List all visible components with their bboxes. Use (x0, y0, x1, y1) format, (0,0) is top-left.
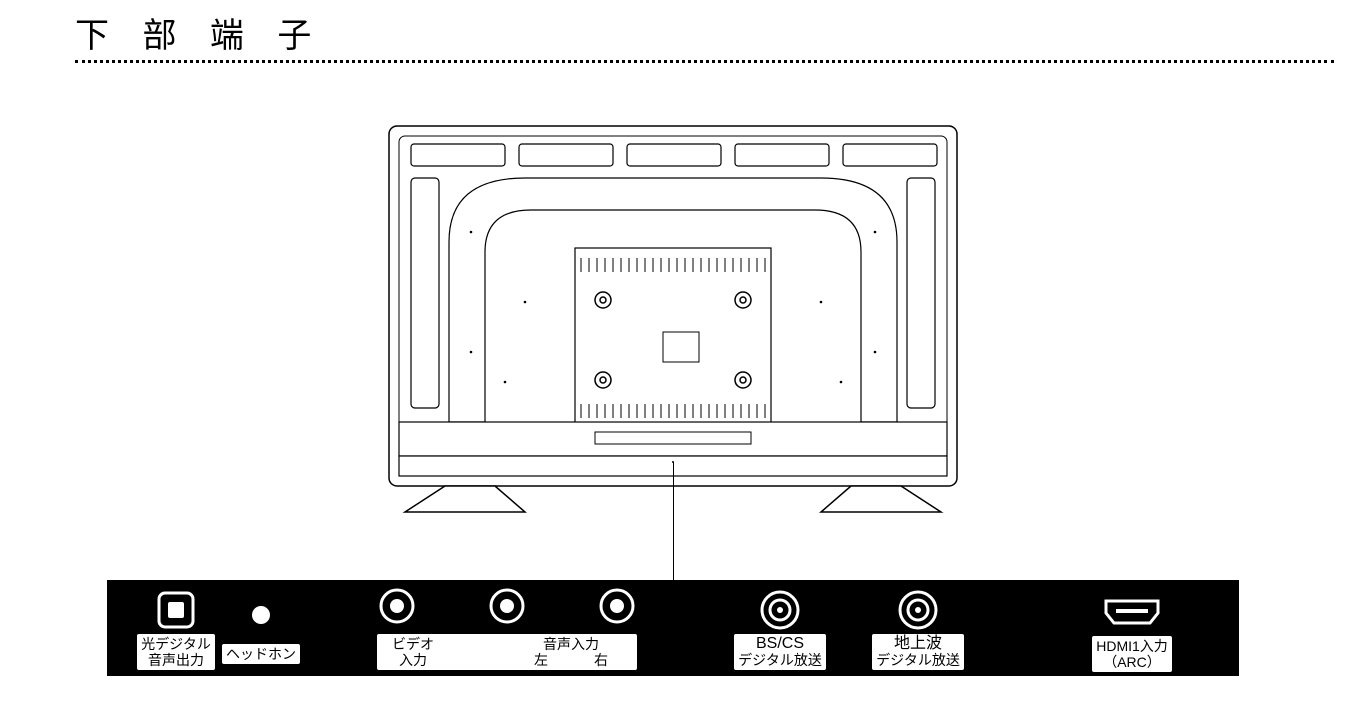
terminal-optical: 光デジタル 音声出力 (135, 580, 217, 676)
terminal-label: ビデオ 入力 音声入力 左 右 (377, 634, 637, 670)
terminal-label: ヘッドホン (222, 644, 300, 664)
terminal-label: BS/CS デジタル放送 (734, 634, 826, 670)
terminal-av-group: ビデオ 入力 音声入力 左 右 (377, 580, 637, 676)
callout-line (673, 462, 674, 580)
hdmi-icon (1102, 588, 1162, 636)
terminal-label: 光デジタル 音声出力 (137, 634, 215, 670)
rca-icon (377, 586, 417, 626)
square-port-icon (157, 586, 195, 634)
rca-icon (487, 586, 527, 626)
terminal-headphone: ヘッドホン (225, 580, 297, 676)
terminal-label: HDMI1入力 （ARC） (1092, 636, 1172, 672)
dotted-rule (75, 60, 1334, 63)
terminal-bar: 光デジタル 音声出力 ヘッドホン ビデオ 入力 音声入力 左 (107, 580, 1239, 676)
terminal-bscs: BS/CS デジタル放送 (727, 580, 833, 676)
terminal-terrestrial: 地上波 デジタル放送 (865, 580, 971, 676)
section-title: 下 部 端 子 (75, 8, 323, 57)
jack-icon (244, 586, 278, 644)
terminal-label: 地上波 デジタル放送 (872, 634, 964, 670)
coax-icon (759, 586, 801, 634)
terminal-hdmi1: HDMI1入力 （ARC） (1077, 580, 1187, 676)
coax-icon (897, 586, 939, 634)
rca-icon (597, 586, 637, 626)
